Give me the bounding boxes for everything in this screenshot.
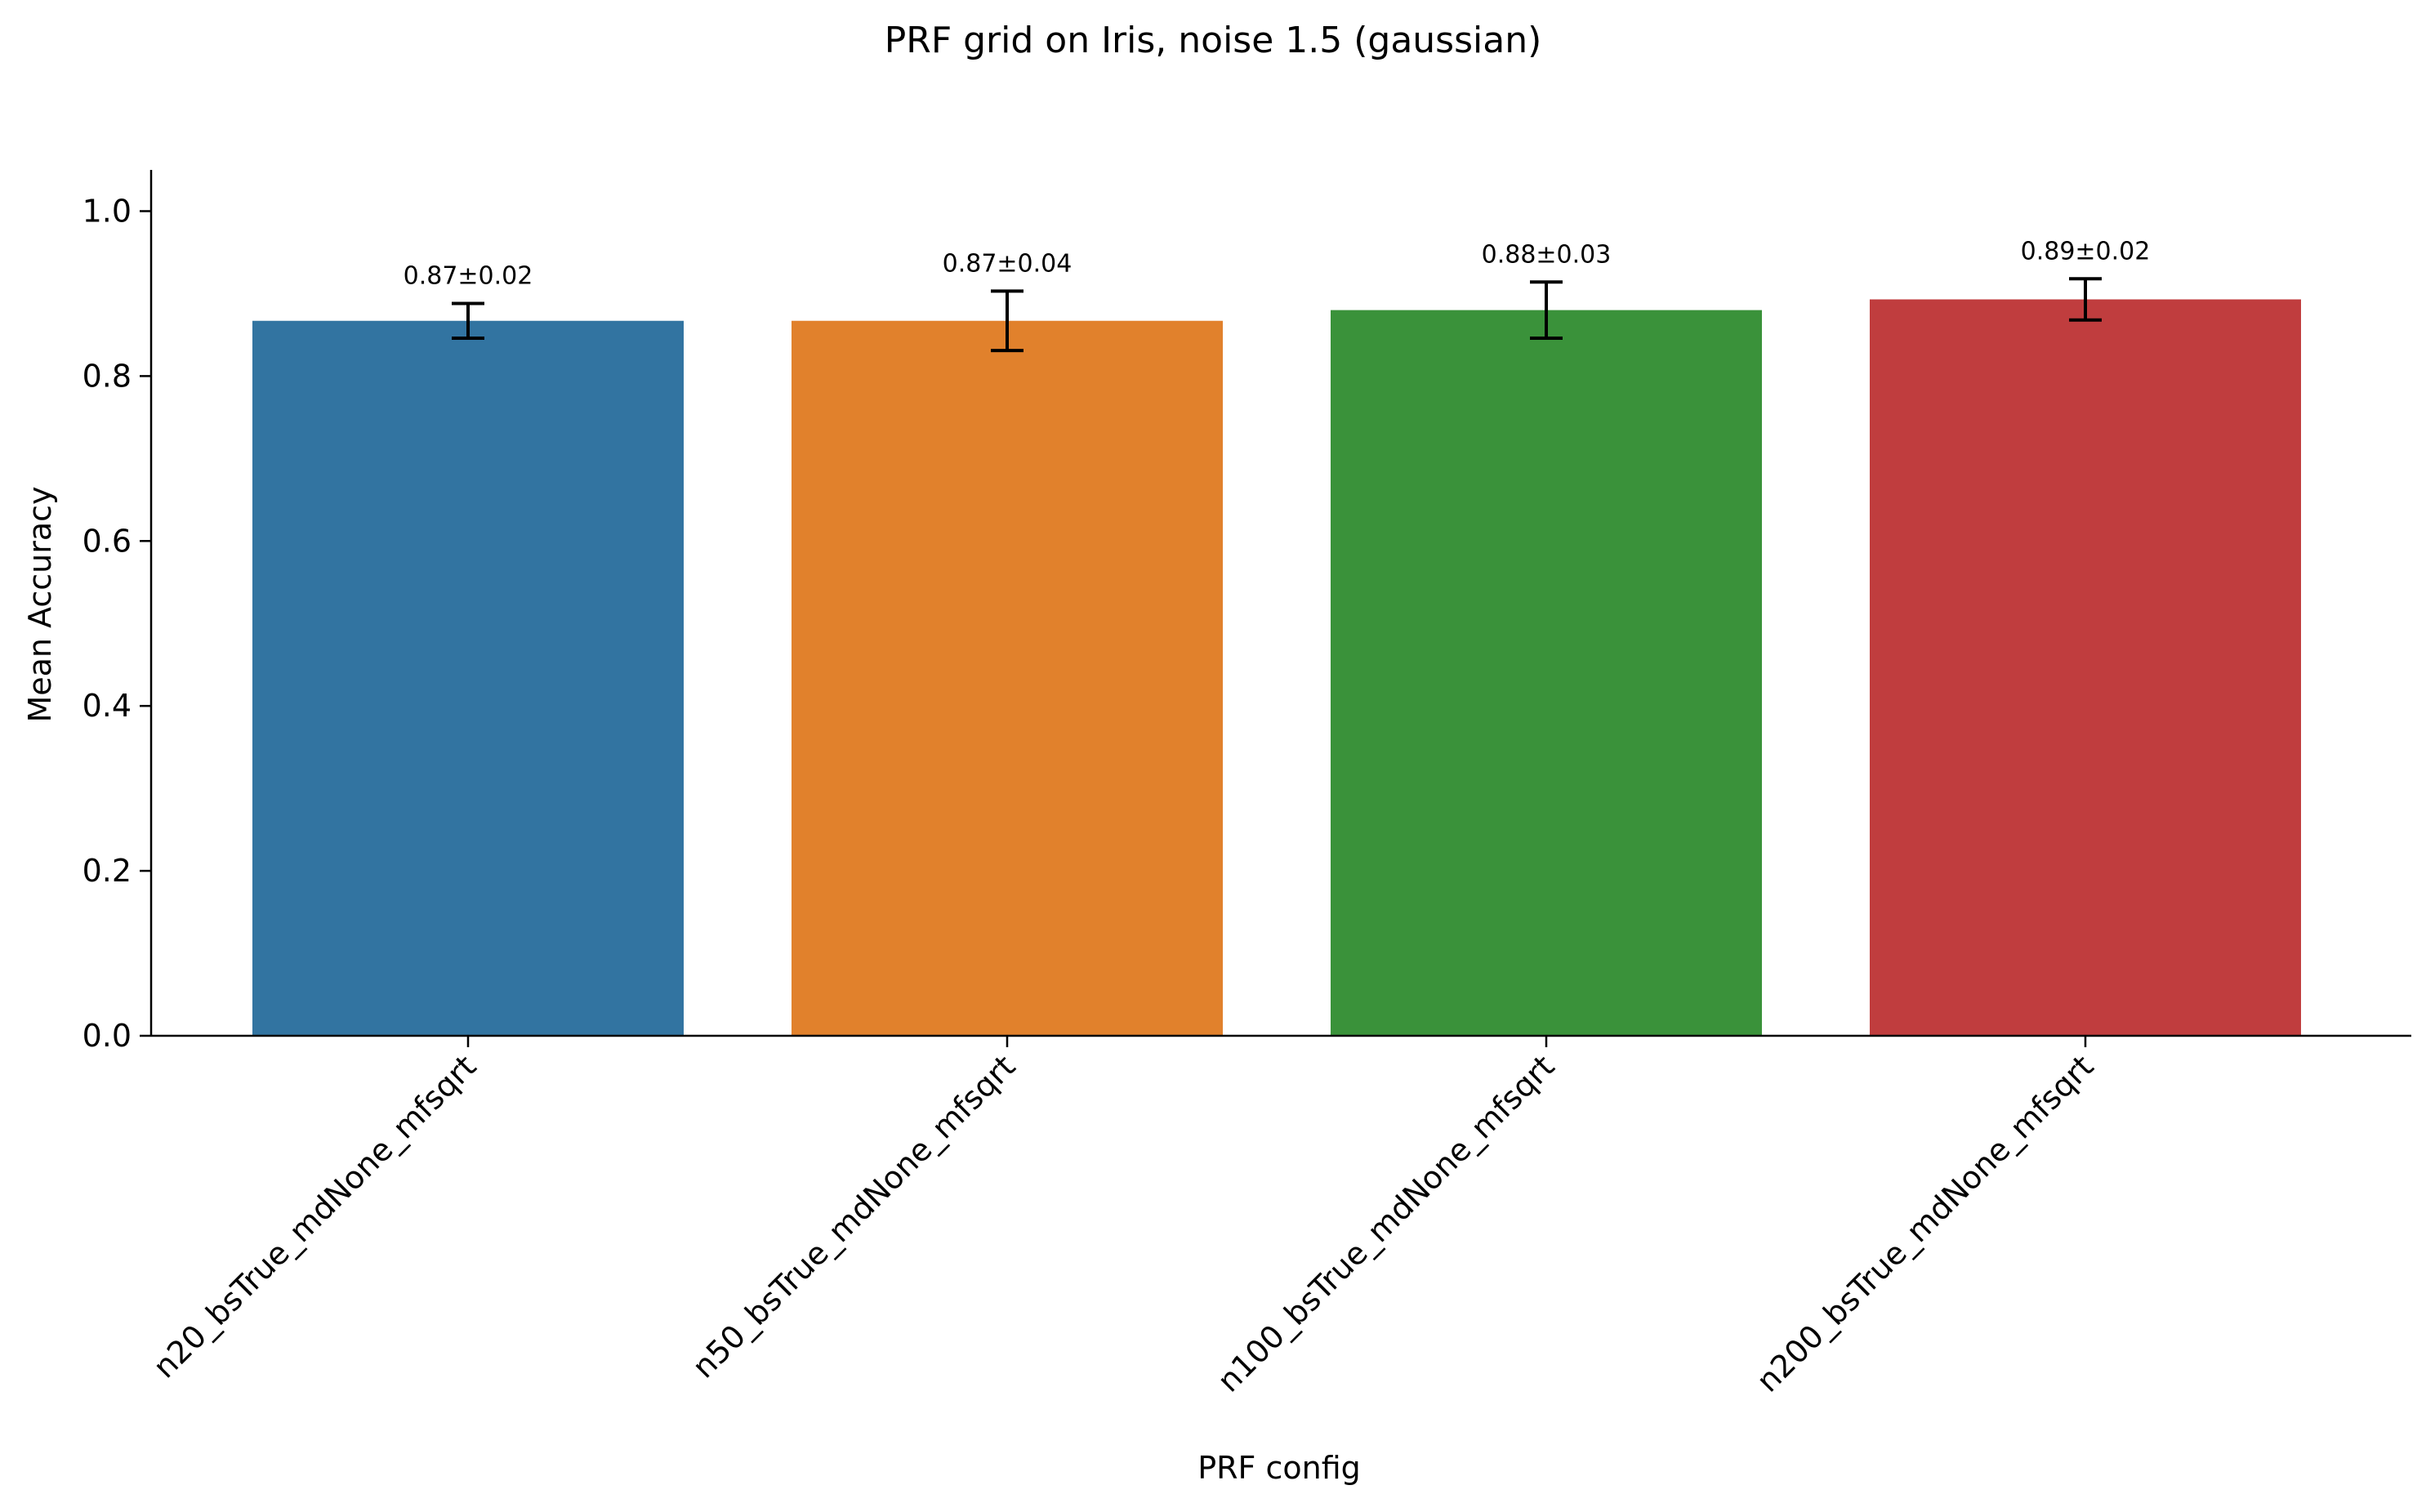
bar-2 [792, 320, 1223, 1036]
y-tick-label: 0.6 [83, 523, 132, 559]
x-tick-label: n20_bsTrue_mdNone_mfsqrt [146, 1048, 483, 1385]
y-tick-label: 0.8 [83, 358, 132, 394]
plot-area: 0.87±0.02 0.87±0.04 0.88±0.03 0.89±0.02 0.0 0… [83, 170, 2411, 1399]
x-tick-label: n100_bsTrue_mdNone_mfsqrt [1211, 1048, 1561, 1398]
value-label-3: 0.88±0.03 [1482, 240, 1612, 269]
bar-1 [252, 320, 684, 1036]
y-tick-label: 1.0 [83, 193, 132, 229]
error-bar-2 [991, 289, 1023, 353]
y-tick-label: 0.2 [83, 853, 132, 889]
y-tick-label: 0.4 [83, 688, 132, 724]
error-bar-1 [452, 301, 484, 340]
y-tick-label: 0.0 [83, 1018, 132, 1054]
bar-3 [1331, 310, 1762, 1037]
x-tick-label: n50_bsTrue_mdNone_mfsqrt [685, 1048, 1022, 1385]
x-axis-label: PRF config [1197, 1450, 1361, 1486]
x-tick-label: n200_bsTrue_mdNone_mfsqrt [1750, 1048, 2100, 1398]
value-label-2: 0.87±0.04 [943, 249, 1073, 278]
bar-4 [1870, 299, 2301, 1036]
y-axis-label: Mean Accuracy [22, 486, 58, 722]
value-label-1: 0.87±0.02 [404, 262, 533, 291]
chart-title: PRF grid on Iris, noise 1.5 (gaussian) [885, 20, 1542, 61]
value-label-4: 0.89±0.02 [2021, 237, 2151, 265]
error-bar-3 [1530, 280, 1563, 340]
error-bar-4 [2069, 277, 2102, 322]
